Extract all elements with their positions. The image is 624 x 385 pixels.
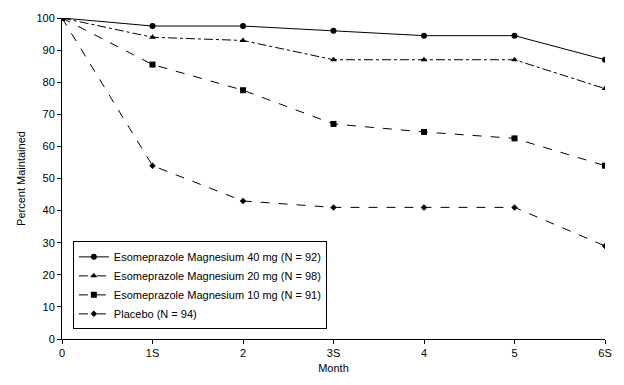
svg-text:20: 20 xyxy=(43,269,55,281)
svg-text:80: 80 xyxy=(43,76,55,88)
svg-text:5: 5 xyxy=(511,347,517,359)
svg-text:90: 90 xyxy=(43,44,55,56)
svg-text:1S: 1S xyxy=(146,347,159,359)
svg-text:Percent Maintained: Percent Maintained xyxy=(15,131,27,226)
svg-text:6S: 6S xyxy=(598,347,611,359)
svg-text:70: 70 xyxy=(43,108,55,120)
svg-text:2: 2 xyxy=(240,347,246,359)
svg-text:100: 100 xyxy=(36,12,54,24)
svg-text:0: 0 xyxy=(49,333,55,345)
svg-text:Esomeprazole Magnesium 20 mg (: Esomeprazole Magnesium 20 mg (N = 98) xyxy=(114,270,321,282)
svg-text:0: 0 xyxy=(59,347,65,359)
svg-text:40: 40 xyxy=(43,204,55,216)
svg-text:4: 4 xyxy=(421,347,427,359)
svg-text:3S: 3S xyxy=(327,347,340,359)
svg-text:50: 50 xyxy=(43,172,55,184)
svg-text:Esomeprazole Magnesium 10 mg (: Esomeprazole Magnesium 10 mg (N = 91) xyxy=(114,289,321,301)
svg-text:10: 10 xyxy=(43,301,55,313)
svg-text:60: 60 xyxy=(43,140,55,152)
svg-text:Month: Month xyxy=(318,362,349,374)
svg-text:30: 30 xyxy=(43,237,55,249)
svg-text:Placebo (N = 94): Placebo (N = 94) xyxy=(114,308,197,320)
svg-text:Esomeprazole Magnesium 40 mg (: Esomeprazole Magnesium 40 mg (N = 92) xyxy=(114,251,321,263)
